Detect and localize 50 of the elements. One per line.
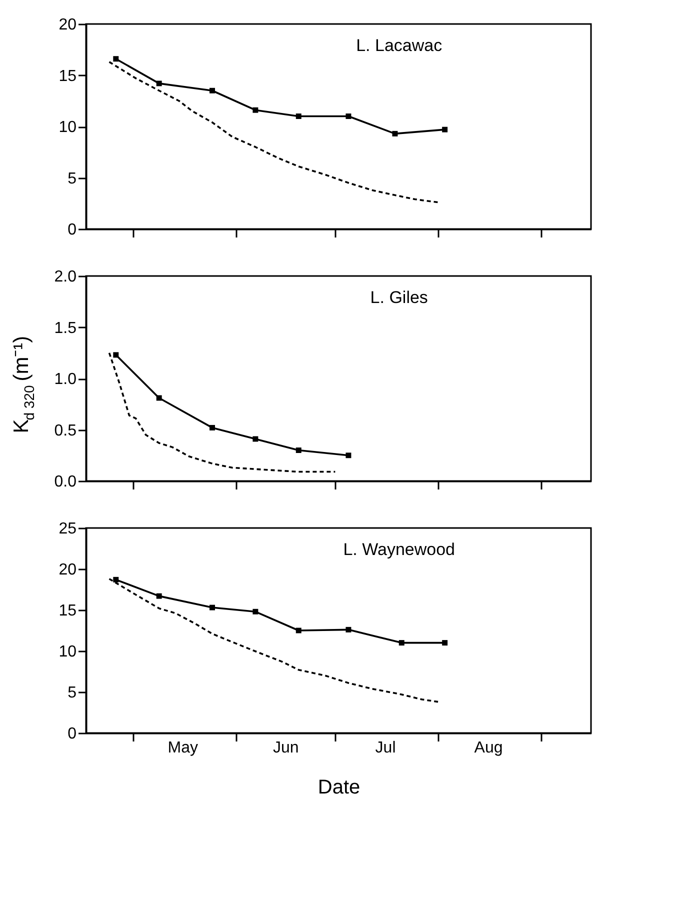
annotation: L. Giles — [370, 288, 428, 307]
point — [296, 448, 302, 453]
y-tick-label: 10 — [58, 644, 77, 660]
y-tick-label: 15 — [58, 602, 77, 620]
annotation: L. Lacawac — [356, 36, 443, 55]
x-axis-title: Date — [318, 776, 360, 798]
x-tick-label: Aug — [474, 740, 503, 756]
point — [296, 628, 302, 634]
y-tick-label: 5 — [68, 170, 77, 188]
y-tick-label: 0.5 — [54, 422, 77, 440]
point — [296, 114, 302, 119]
point — [252, 608, 258, 614]
y-tick-label: 1.0 — [54, 371, 77, 388]
point — [156, 395, 162, 401]
x-tick-label: Jun — [272, 740, 299, 756]
point — [346, 452, 352, 458]
line-series — [108, 61, 440, 204]
point — [442, 126, 448, 132]
point — [156, 593, 162, 599]
annotation: L. Waynewood — [343, 540, 456, 559]
point — [392, 130, 398, 136]
point — [252, 107, 258, 113]
point — [156, 80, 162, 86]
y-tick-label: 10 — [58, 119, 77, 136]
point — [210, 88, 215, 94]
y-axis-title: Kd 320 (m⁻¹) — [10, 336, 37, 434]
point — [252, 436, 258, 442]
y-tick-label: 25 — [58, 520, 77, 538]
y-tick-label: 15 — [58, 68, 77, 85]
point — [398, 640, 404, 646]
point — [442, 640, 448, 646]
line-series — [108, 352, 336, 473]
y-tick-label: 0 — [68, 222, 77, 238]
point — [210, 604, 215, 610]
point — [346, 626, 352, 632]
y-tick-label: 20 — [58, 562, 77, 578]
point — [113, 576, 119, 582]
point — [346, 114, 352, 119]
point — [210, 424, 215, 430]
x-tick-label: May — [168, 740, 198, 756]
y-tick-label: 2.0 — [54, 268, 77, 286]
y-tick-label: 20 — [58, 16, 77, 34]
y-tick-label: 0 — [68, 726, 77, 742]
y-tick-label: 5 — [68, 684, 77, 702]
x-tick-label: Jul — [375, 740, 396, 756]
y-tick-label: 1.5 — [54, 320, 77, 337]
y-tick-label: 0.0 — [54, 474, 77, 490]
point — [113, 352, 119, 358]
point — [113, 56, 119, 62]
line-series — [108, 578, 440, 703]
